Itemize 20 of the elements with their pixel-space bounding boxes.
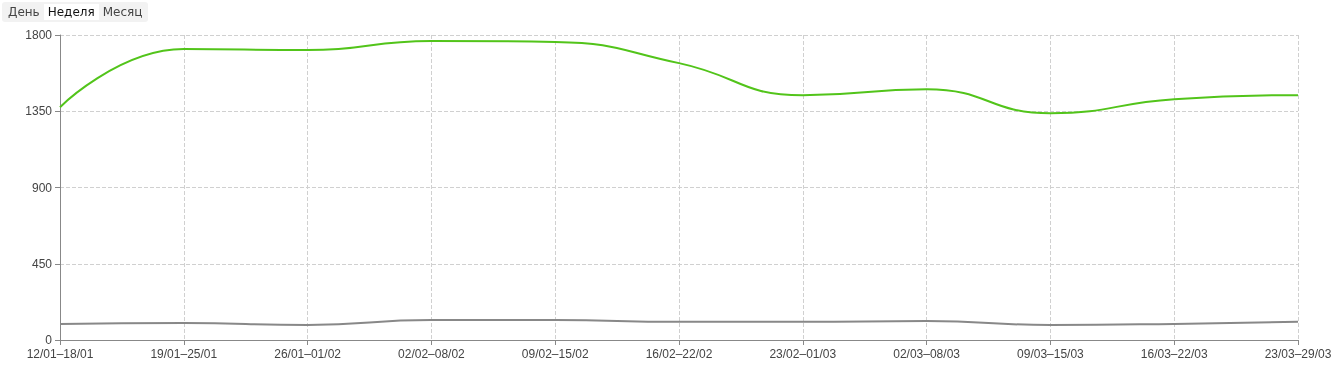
y-tick-label: 1800: [25, 28, 53, 42]
y-tick-label: 1350: [25, 104, 53, 119]
x-tick-label: 12/01–18/01: [26, 347, 94, 361]
y-tick-label: 0: [45, 333, 53, 347]
y-tick-label: 450: [31, 256, 53, 271]
x-tick-label: 26/01–01/02: [274, 347, 342, 361]
x-tick-label: 16/03–22/03: [1140, 347, 1208, 361]
x-tick-label: 09/03–15/03: [1017, 347, 1085, 361]
x-tick-label: 23/03–29/03: [1264, 347, 1332, 361]
x-tick-label: 23/02–01/03: [769, 347, 837, 361]
x-tick-label: 02/03–08/03: [893, 347, 961, 361]
y-tick-label: 900: [31, 180, 53, 195]
line-series: [59, 39, 1299, 115]
x-tick-label: 19/01–25/01: [150, 347, 218, 361]
x-tick-label: 09/02–15/02: [521, 347, 589, 361]
x-tick-label: 02/02–08/02: [398, 347, 466, 361]
text: Месяц: [101, 4, 144, 20]
text: Неделя: [43, 4, 99, 20]
text: День: [7, 4, 41, 20]
x-tick-label: 16/02–22/02: [645, 347, 713, 361]
